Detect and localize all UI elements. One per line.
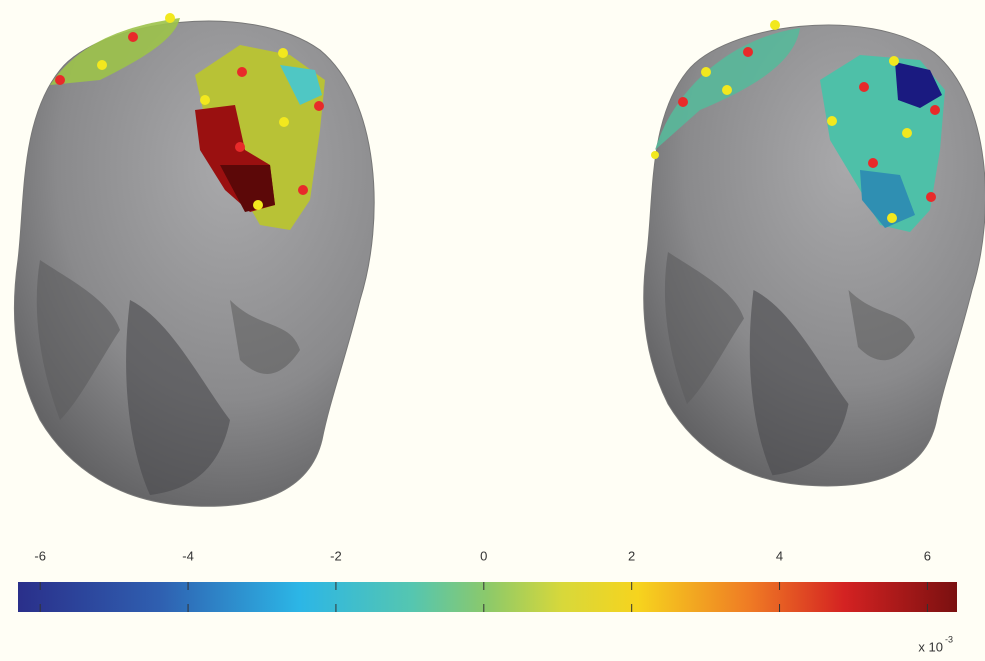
colorbar-tick-label: 6 (924, 548, 931, 563)
right-patches (651, 20, 945, 232)
colorbar-tick-label: -6 (34, 548, 46, 563)
colorbar-tick-label: -2 (330, 548, 342, 563)
colorbar-multiplier: x 10 (918, 639, 943, 654)
colorbar-exponent: -3 (945, 634, 953, 644)
colorbar-tick-label: -4 (182, 548, 194, 563)
left-patches (50, 13, 325, 230)
colorbar-tick-label: 0 (480, 548, 487, 563)
colorbar (18, 582, 957, 612)
colorbar-tick-label: 2 (628, 548, 635, 563)
colorbar-tick-label: 4 (776, 548, 783, 563)
